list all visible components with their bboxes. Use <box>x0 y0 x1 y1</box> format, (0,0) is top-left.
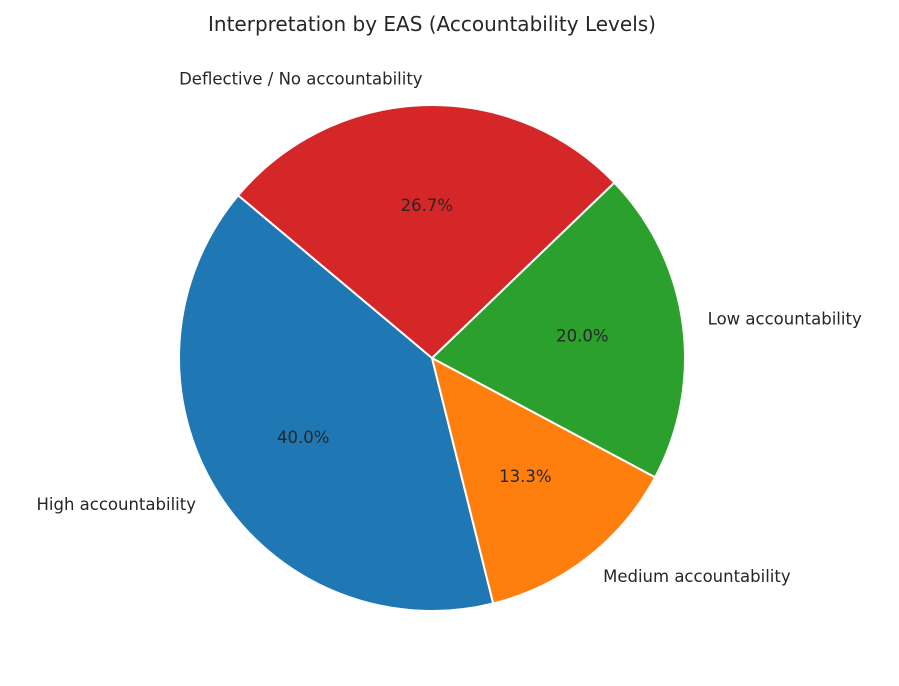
pie-slice-4 <box>237 104 616 359</box>
chart-title: Interpretation by EAS (Accountability Le… <box>208 12 656 36</box>
category-label-3: Low accountability <box>708 309 862 328</box>
category-label-2: Medium accountability <box>603 567 791 586</box>
pie-slice-3 <box>431 181 686 479</box>
pie-slice-2 <box>431 357 657 605</box>
pie-slice-1 <box>178 194 495 612</box>
category-label-4: Deflective / No accountability <box>179 69 423 88</box>
category-label-1: High accountability <box>37 495 197 514</box>
pie-labels: High accountability 40.0% Medium accountab… <box>37 69 862 586</box>
percent-label-1: 40.0% <box>277 428 329 447</box>
percent-label-3: 20.0% <box>556 327 608 346</box>
pie-slices <box>178 104 686 612</box>
percent-label-4: 26.7% <box>401 196 453 215</box>
percent-label-2: 13.3% <box>499 467 551 486</box>
